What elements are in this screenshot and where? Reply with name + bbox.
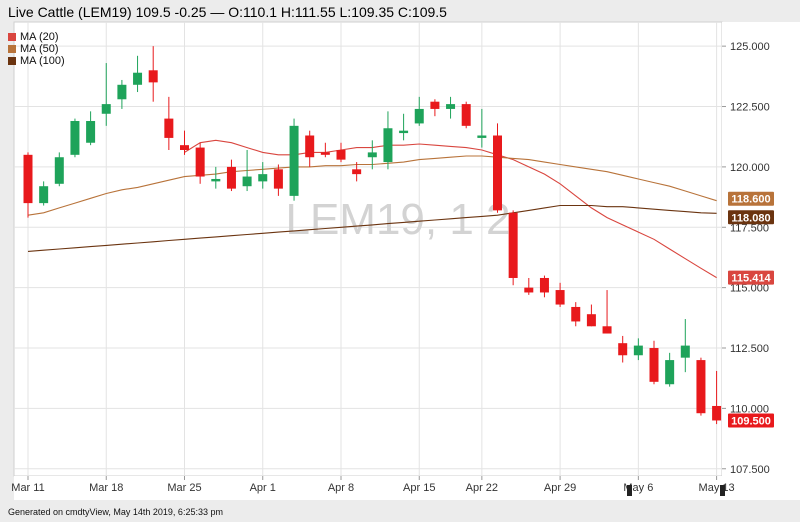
chart-title: Live Cattle (LEM19) 109.5 -0.25 — O:110.… <box>8 4 447 20</box>
candle-body-40 <box>649 348 659 382</box>
candle-body-29 <box>477 135 487 138</box>
candle-body-7 <box>133 72 143 85</box>
candle-body-12 <box>211 178 221 182</box>
candle-body-26 <box>430 101 440 109</box>
x-tick-label-9: May 13 <box>699 482 735 494</box>
legend-label-ma50: MA (50) <box>20 43 59 55</box>
y-tick-label-2: 112.500 <box>730 343 769 355</box>
legend-item-ma100: MA (100) <box>8 55 65 67</box>
candle-body-39 <box>633 345 643 356</box>
candle-body-27 <box>446 104 456 109</box>
candle-body-22 <box>367 152 377 158</box>
legend-item-ma20: MA (20) <box>8 31 65 43</box>
x-tick-label-4: Apr 8 <box>328 482 354 494</box>
candle-body-6 <box>117 84 127 100</box>
last-price-tag-label: 109.500 <box>731 415 771 427</box>
y-tick-label-3: 115.000 <box>730 283 769 295</box>
x-tick-label-6: Apr 22 <box>466 482 498 494</box>
candle-body-19 <box>320 152 330 155</box>
x-tick-label-5: Apr 15 <box>403 482 435 494</box>
candle-body-33 <box>539 277 549 293</box>
ma100-price-tag-label: 118.080 <box>731 212 770 224</box>
candle-body-36 <box>586 314 596 327</box>
y-tick-label-4: 117.500 <box>730 222 769 234</box>
candle-body-9 <box>164 118 174 138</box>
ma50-price-tag-label: 118.600 <box>731 194 770 206</box>
x-tick-label-7: Apr 29 <box>544 482 576 494</box>
ma20-price-tag-box <box>728 270 774 285</box>
range-handle-right <box>720 485 725 496</box>
candle-body-20 <box>336 149 346 160</box>
candle-body-32 <box>524 287 534 293</box>
plot-area <box>13 21 723 477</box>
candle-body-18 <box>305 135 315 158</box>
legend-swatch-ma100 <box>8 57 16 65</box>
ma50-price-tag-box <box>728 191 774 206</box>
candle-body-8 <box>148 70 158 83</box>
candle-body-44 <box>712 405 722 421</box>
legend-label-ma20: MA (20) <box>20 31 59 43</box>
chart-legend: MA (20) MA (50) MA (100) <box>8 31 65 67</box>
candle-body-31 <box>508 212 518 278</box>
legend-swatch-ma50 <box>8 45 16 53</box>
candle-body-11 <box>195 147 205 177</box>
candle-body-24 <box>399 130 409 134</box>
legend-swatch-ma20 <box>8 33 16 41</box>
y-tick-label-1: 110.000 <box>730 403 769 415</box>
legend-label-ma100: MA (100) <box>20 55 65 67</box>
candle-body-43 <box>696 360 706 414</box>
candle-body-5 <box>101 104 111 114</box>
watermark-text: LEM19, 1 2 <box>285 195 510 244</box>
candle-body-17 <box>289 125 299 196</box>
candle-body-34 <box>555 290 565 305</box>
candle-body-28 <box>461 104 471 126</box>
candle-body-21 <box>352 169 362 175</box>
candle-body-38 <box>618 343 628 356</box>
ma-line-0 <box>184 139 717 279</box>
range-handle-left <box>627 485 632 496</box>
last-price-tag-box <box>728 413 774 428</box>
candle-body-3 <box>70 121 80 155</box>
x-tick-label-2: Mar 25 <box>167 482 201 494</box>
x-tick-label-1: Mar 18 <box>89 482 123 494</box>
ma-line-2 <box>27 204 717 252</box>
candle-body-30 <box>493 135 502 211</box>
legend-item-ma50: MA (50) <box>8 43 65 55</box>
candle-body-41 <box>665 360 675 385</box>
candle-body-35 <box>571 306 581 322</box>
candle-body-25 <box>414 108 424 124</box>
y-tick-label-7: 125.000 <box>730 41 770 53</box>
y-axis-area <box>722 22 800 476</box>
candle-body-4 <box>86 121 96 143</box>
candle-body-14 <box>242 176 252 187</box>
footer-generated-text: Generated on cmdtyView, May 14th 2019, 6… <box>8 507 223 517</box>
candle-body-15 <box>258 174 268 182</box>
candle-body-10 <box>180 145 189 150</box>
y-tick-label-0: 107.500 <box>730 464 770 476</box>
candle-body-16 <box>273 169 283 189</box>
candle-body-37 <box>602 326 612 334</box>
y-tick-label-6: 122.500 <box>730 102 770 114</box>
candle-body-42 <box>680 345 690 358</box>
x-tick-label-0: Mar 11 <box>11 482 44 494</box>
ma100-price-tag-box <box>728 210 774 225</box>
candle-body-1 <box>39 186 49 204</box>
ma20-price-tag-label: 115.414 <box>731 273 771 285</box>
candle-body-2 <box>54 157 64 184</box>
x-axis-area <box>14 476 800 500</box>
candle-body-13 <box>226 166 236 189</box>
candle-body-23 <box>383 128 393 163</box>
y-tick-label-5: 120.000 <box>730 162 770 174</box>
candle-body-0 <box>23 154 33 204</box>
x-tick-label-3: Apr 1 <box>250 482 276 494</box>
